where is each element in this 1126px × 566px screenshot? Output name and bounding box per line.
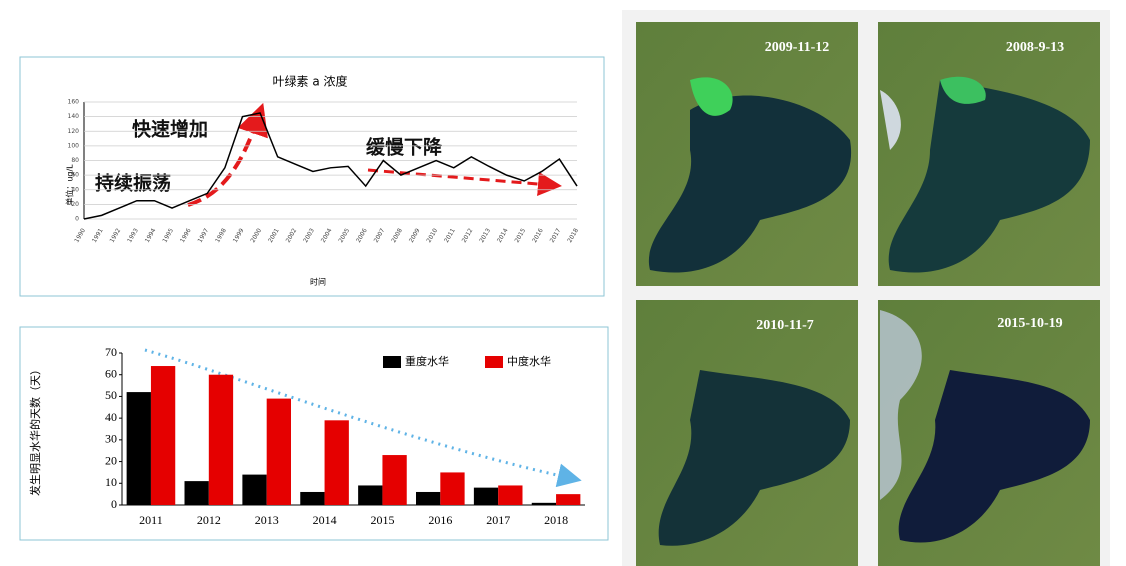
image-label: 2009-11-12 [765,40,830,55]
line [83,112,578,220]
y-tick-label: 20 [105,453,117,467]
legend-label: 中度水华 [507,354,551,368]
bar [324,420,349,505]
panel [19,56,605,297]
x-tick-label: 2013 [255,513,279,527]
bar [300,491,325,505]
bar [531,502,557,505]
y-tick-label: 30 [105,432,117,446]
satellite-3 [636,300,858,566]
satellite-1 [636,22,858,286]
satellite-2 [878,22,1100,286]
x-tick-label: 2016 [428,513,452,527]
y-tick-label: 20 [71,201,79,208]
x-tick-label: 2012 [197,513,221,527]
y-tick-label: 0 [111,497,117,511]
y-tick-label: 40 [105,410,117,424]
annotation: 缓慢下降 [366,136,443,159]
y-tick-label: 50 [105,388,117,402]
bar [498,485,523,505]
annotation: 持续振荡 [95,172,171,195]
y-tick-label: 0 [75,216,79,223]
x-tick-label: 2015 [370,513,394,527]
legend-swatch [383,356,401,368]
y-tick-label: 10 [105,475,117,489]
image-label: 2015-10-19 [997,316,1062,331]
bar [382,455,407,505]
bar [440,472,465,505]
image-label: 2010-11-7 [756,318,814,333]
trend-arrow [187,102,268,207]
y-tick-label: 120 [68,128,80,135]
y-tick-label: 60 [105,366,117,380]
annotation: 快速增加 [132,118,208,141]
bar [416,491,441,505]
trend-arrow [367,168,562,196]
bar [556,494,581,505]
legend-swatch [485,356,503,368]
x-axis-label: 时间 [310,277,326,287]
satellite-4 [878,300,1100,566]
image-label: 2008-9-13 [1006,40,1064,55]
bar [358,485,383,505]
y-tick-label: 100 [68,142,80,149]
x-tick-label: 2014 [313,513,337,527]
y-axis-label: 发生明显水华的天数（天） [28,364,42,496]
x-tick-label: 2011 [139,513,163,527]
bar [184,481,209,505]
x-tick-label: 2018 [544,513,568,527]
y-tick-label: 80 [71,157,79,164]
bar [150,366,176,505]
y-tick-label: 140 [68,113,80,120]
bar [126,392,151,505]
bar [473,487,499,505]
legend-label: 重度水华 [405,354,449,368]
y-tick-label: 160 [68,99,80,106]
y-tick-label: 40 [71,186,79,193]
bar [208,374,234,505]
bar [242,474,267,505]
trend-arrow [144,348,582,488]
y-axis-label: 单位：ug/L [65,164,75,206]
y-tick-label: 60 [71,172,79,179]
chart-title: 叶绿素 a 浓度 [273,74,348,89]
bar [266,398,291,505]
x-tick-label: 2017 [486,513,510,527]
y-tick-label: 70 [105,345,117,359]
